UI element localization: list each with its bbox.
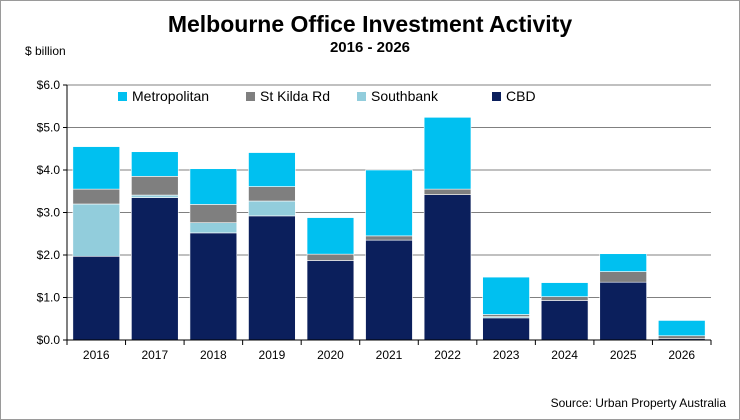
x-tick-label: 2024 [551, 348, 578, 362]
bar-segment-metropolitan [599, 253, 647, 272]
bar-segment-cbd [189, 232, 238, 341]
bar-segment-st-kilda-rd [482, 314, 530, 317]
bar-segment-st-kilda-rd [365, 235, 413, 241]
bar-segment-st-kilda-rd [189, 204, 238, 224]
bar-segment-st-kilda-rd [540, 296, 589, 301]
bar-segment-cbd [599, 281, 647, 341]
legend-swatch [357, 92, 366, 101]
y-tick-label: $3.0 [37, 206, 61, 220]
bar-segment-cbd [540, 300, 589, 341]
x-tick-label: 2016 [83, 348, 110, 362]
legend-swatch [492, 92, 501, 101]
bar-segment-metropolitan [365, 169, 413, 237]
x-tick-label: 2017 [141, 348, 168, 362]
y-tick-label: $2.0 [37, 248, 61, 262]
bar-segment-st-kilda-rd [599, 271, 647, 283]
y-tick-label: $1.0 [37, 291, 61, 305]
bar-segment-st-kilda-rd [423, 188, 472, 195]
bar-segment-cbd [482, 317, 530, 341]
x-tick-label: 2019 [259, 348, 286, 362]
y-axis-label: $ billion [25, 44, 66, 58]
bar-segment-st-kilda-rd [248, 186, 296, 202]
y-tick-label: $5.0 [37, 121, 61, 135]
legend-label: CBD [506, 88, 536, 104]
y-tick-label: $6.0 [37, 78, 61, 92]
bar-segment-southbank [248, 200, 296, 217]
y-tick-label: $4.0 [37, 163, 61, 177]
bar-segment-metropolitan [540, 282, 589, 297]
bars [72, 117, 706, 341]
legend-label: Metropolitan [132, 88, 209, 104]
bar-segment-metropolitan [306, 217, 355, 255]
chart-subtitle: 2016 - 2026 [329, 39, 411, 56]
bar-segment-st-kilda-rd [658, 335, 706, 340]
bar-segment-southbank [189, 222, 238, 234]
bar-segment-st-kilda-rd [131, 176, 179, 196]
bar-segment-metropolitan [131, 151, 179, 177]
bar-segment-cbd [131, 197, 179, 341]
bar-segment-metropolitan [482, 276, 530, 315]
legend-label: Southbank [371, 88, 439, 104]
x-tick-label: 2018 [200, 348, 227, 362]
x-tick-label: 2021 [376, 348, 403, 362]
bar-segment-cbd [72, 255, 120, 341]
bar-segment-st-kilda-rd [306, 253, 355, 261]
y-tick-label: $0.0 [37, 333, 61, 347]
legend-swatch [246, 92, 255, 101]
chart-title: Melbourne Office Investment Activity [167, 11, 573, 37]
x-tick-label: 2026 [668, 348, 695, 362]
bar-segment-cbd [423, 194, 472, 341]
bar-segment-cbd [248, 215, 296, 341]
bar-segment-metropolitan [72, 146, 120, 190]
bar-segment-st-kilda-rd [72, 188, 120, 205]
bar-segment-metropolitan [423, 117, 472, 190]
legend-label: St Kilda Rd [260, 88, 330, 104]
x-tick-label: 2023 [493, 348, 520, 362]
bar-segment-southbank [72, 203, 120, 257]
bar-segment-metropolitan [189, 168, 238, 205]
bar-segment-metropolitan [658, 320, 706, 337]
bar-segment-southbank [131, 194, 179, 198]
bar-segment-cbd [306, 260, 355, 341]
legend-swatch [118, 92, 127, 101]
legend: Metropolitan St Kilda Rd Southbank CBD [118, 88, 536, 104]
bar-segment-cbd [365, 239, 413, 341]
source-note: Source: Urban Property Australia [550, 396, 726, 410]
x-tick-labels: 2016 2017 2018 2019 2020 2021 2022 2023 2024 2025… [83, 348, 695, 362]
x-tick-label: 2022 [434, 348, 461, 362]
y-tick-labels: $0.0 $1.0 $2.0 $3.0 $4.0 $5.0 $6.0 [37, 78, 61, 347]
x-tick-label: 2020 [317, 348, 344, 362]
bar-segment-metropolitan [248, 152, 296, 187]
x-tick-label: 2025 [610, 348, 637, 362]
axes [63, 84, 712, 345]
